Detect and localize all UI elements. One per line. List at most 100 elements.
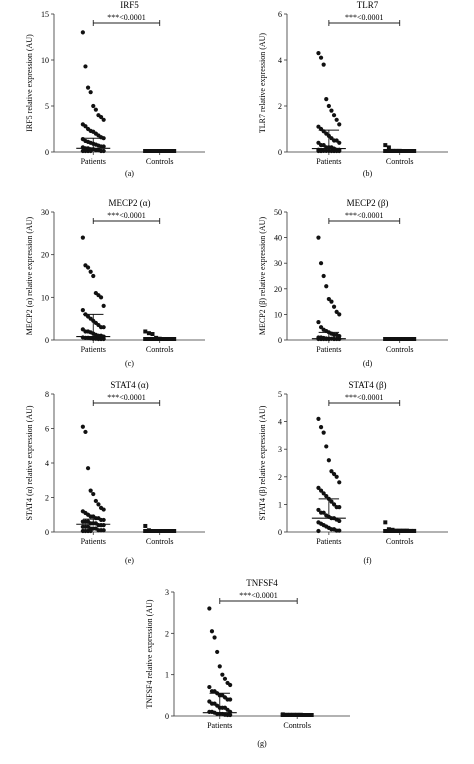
data-point (101, 528, 106, 533)
x-tick-label: Patients (316, 345, 341, 354)
data-point (337, 505, 342, 510)
x-tick-label: Controls (283, 721, 311, 730)
chart-title: TNFSF4 (246, 578, 278, 588)
data-point (316, 416, 321, 421)
data-point (143, 529, 148, 533)
y-tick-label: 30 (274, 259, 282, 268)
panel-caption: (a) (125, 169, 134, 178)
data-point (331, 304, 337, 309)
data-point (212, 635, 217, 640)
x-tick-label: Controls (146, 537, 174, 546)
data-point (326, 296, 331, 302)
chart-title: STAT4 (β) (348, 380, 386, 390)
data-point (408, 337, 413, 341)
data-point (93, 336, 98, 341)
data-point (321, 62, 326, 67)
data-point (309, 713, 314, 717)
data-point (98, 295, 104, 300)
data-point (316, 51, 321, 56)
data-point (383, 529, 388, 533)
y-tick-label: 5 (45, 102, 49, 111)
data-point (143, 523, 148, 528)
y-tick-label: 8 (45, 390, 49, 399)
data-point (337, 122, 342, 127)
panel-caption: (f) (364, 556, 372, 565)
y-tick-label: 15 (41, 10, 49, 19)
data-point (207, 606, 212, 611)
x-tick-label: Controls (386, 537, 414, 546)
data-point (228, 712, 233, 718)
data-point (212, 689, 217, 694)
data-point (386, 337, 391, 341)
data-point (217, 664, 222, 669)
y-axis-label: TLR7 relative expression (AU) (258, 33, 267, 134)
data-point (331, 502, 337, 507)
significance-label: ***<0.0001 (107, 211, 146, 220)
data-point (220, 672, 225, 677)
data-point (91, 103, 96, 109)
data-point (324, 284, 329, 289)
data-point (329, 299, 334, 304)
data-point (83, 64, 88, 69)
data-point (401, 337, 406, 341)
y-tick-label: 0 (278, 148, 282, 157)
data-point (329, 469, 334, 474)
data-point (88, 528, 93, 534)
data-point (172, 149, 177, 153)
data-point (164, 149, 169, 153)
data-point (172, 529, 177, 533)
data-point (85, 265, 91, 270)
data-point (337, 528, 342, 533)
data-point (412, 149, 417, 153)
data-point (98, 336, 104, 342)
y-tick-label: 40 (274, 234, 282, 243)
significance-label: ***<0.0001 (345, 211, 384, 220)
significance-label: ***<0.0001 (239, 591, 278, 600)
chart-title: MECP2 (β) (347, 198, 389, 208)
data-point (337, 518, 342, 524)
data-point (161, 149, 166, 153)
data-point (101, 136, 106, 141)
data-point (88, 488, 93, 493)
data-point (209, 629, 215, 634)
x-tick-label: Controls (386, 157, 414, 166)
data-point (88, 90, 93, 95)
data-point (85, 329, 91, 334)
y-tick-label: 3 (278, 445, 282, 454)
data-point (404, 337, 409, 341)
data-point (143, 329, 148, 334)
y-tick-label: 4 (45, 459, 49, 468)
y-tick-label: 0 (278, 528, 282, 537)
y-tick-label: 3 (165, 588, 169, 597)
data-point (316, 235, 321, 240)
data-point (88, 269, 93, 274)
data-point (101, 507, 106, 512)
data-point (101, 517, 106, 523)
data-point (101, 523, 106, 528)
data-point (157, 149, 162, 153)
data-point (318, 261, 324, 266)
data-point (331, 471, 337, 477)
x-tick-label: Patients (316, 157, 341, 166)
y-tick-label: 6 (45, 425, 49, 434)
data-point (324, 97, 329, 102)
data-point (96, 143, 101, 148)
data-point (150, 332, 155, 337)
data-point (101, 117, 106, 122)
data-point (83, 148, 88, 154)
data-point (222, 676, 228, 681)
data-point (172, 337, 177, 341)
significance-label: ***<0.0001 (107, 13, 146, 22)
data-point (80, 424, 85, 429)
data-point (383, 520, 388, 525)
data-point (215, 649, 220, 655)
y-tick-label: 0 (45, 528, 49, 537)
data-point (337, 148, 342, 154)
x-tick-label: Patients (81, 157, 106, 166)
data-point (334, 117, 339, 122)
y-tick-label: 2 (278, 102, 282, 111)
y-tick-label: 0 (45, 336, 49, 345)
panel-caption: (b) (363, 169, 373, 178)
data-point (316, 485, 321, 490)
